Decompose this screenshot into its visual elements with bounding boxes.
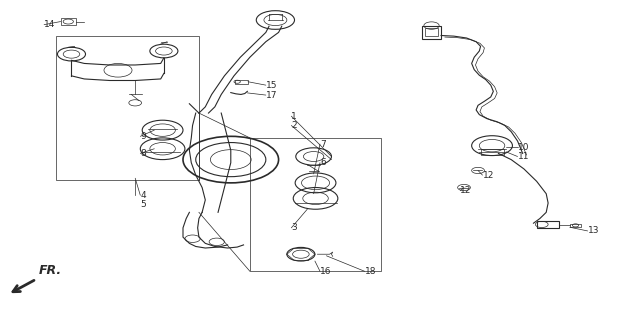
Text: 10: 10 — [518, 143, 529, 152]
Bar — [481, 149, 504, 155]
Bar — [422, 26, 441, 38]
Text: 13: 13 — [588, 226, 599, 235]
Text: 4: 4 — [140, 191, 146, 200]
Bar — [425, 28, 438, 35]
Text: 2: 2 — [291, 121, 297, 130]
Text: 14: 14 — [44, 20, 56, 29]
Bar — [537, 221, 559, 228]
Text: 1: 1 — [291, 112, 297, 121]
Text: 16: 16 — [320, 267, 332, 276]
Text: 8: 8 — [140, 149, 146, 158]
Text: 15: 15 — [266, 81, 277, 90]
Text: 12: 12 — [460, 186, 472, 195]
Text: 7: 7 — [320, 140, 326, 149]
Text: FR.: FR. — [38, 264, 61, 277]
Bar — [250, 138, 381, 271]
Bar — [236, 80, 248, 84]
Text: 17: 17 — [266, 90, 277, 100]
Bar — [61, 18, 76, 25]
Text: 9: 9 — [140, 132, 146, 141]
Bar — [56, 35, 199, 180]
Text: 5: 5 — [140, 200, 146, 209]
Text: 12: 12 — [483, 171, 494, 180]
Text: 6: 6 — [320, 158, 326, 167]
Text: 3: 3 — [291, 223, 297, 232]
Bar — [570, 223, 581, 227]
Text: 11: 11 — [518, 152, 529, 161]
Text: 18: 18 — [365, 267, 376, 276]
